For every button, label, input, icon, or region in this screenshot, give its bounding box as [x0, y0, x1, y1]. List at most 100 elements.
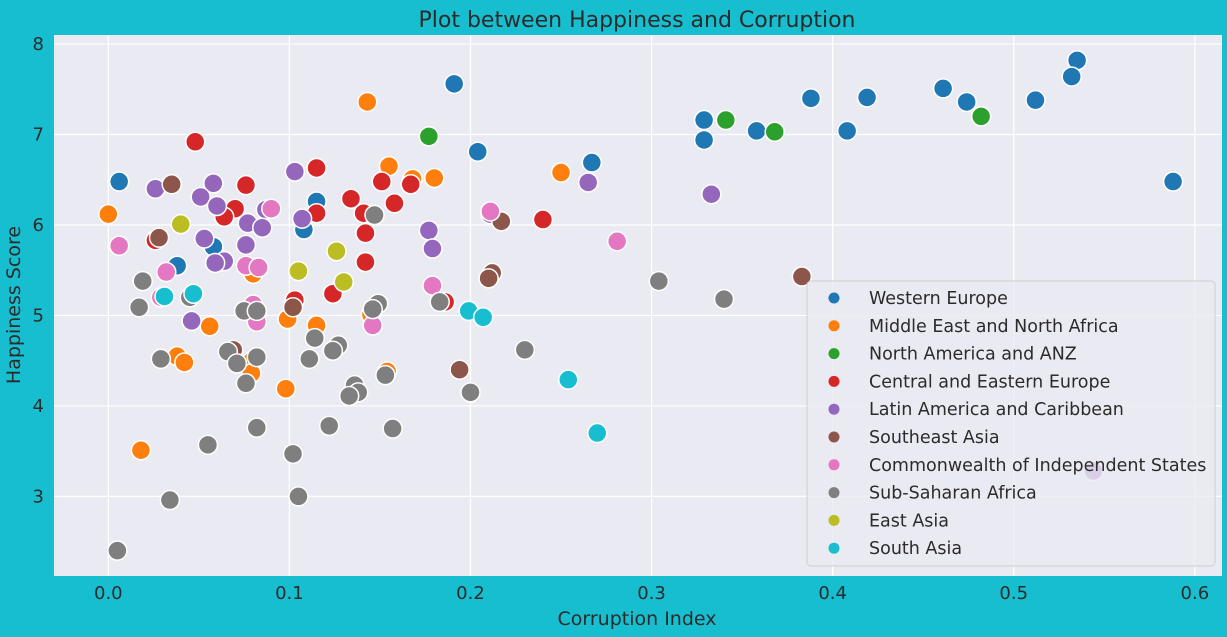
data-point: [206, 195, 228, 217]
y-axis-title: Happiness Score: [3, 226, 25, 384]
legend-label: Southeast Asia: [869, 428, 1000, 448]
data-point: [246, 300, 268, 322]
data-point: [357, 91, 378, 113]
data-point: [190, 186, 211, 208]
data-point: [375, 364, 396, 386]
data-point: [693, 109, 715, 131]
y-tick-label: 6: [33, 215, 44, 236]
data-point: [418, 126, 440, 147]
legend-marker: [828, 514, 840, 526]
data-point: [174, 352, 195, 373]
data-point: [429, 291, 450, 313]
legend: Western Europe Middle East and North Afri…: [806, 280, 1216, 567]
y-tick-label: 4: [33, 396, 44, 417]
data-point: [107, 540, 128, 561]
legend-label: Middle East and North Africa: [869, 317, 1119, 337]
x-tick-label: 0.0: [94, 583, 123, 604]
data-point: [746, 120, 767, 142]
y-tick-label: 8: [33, 34, 44, 55]
data-point: [282, 443, 304, 465]
data-point: [204, 252, 226, 274]
data-point: [443, 73, 465, 95]
data-point: [764, 121, 785, 143]
legend-marker: [828, 431, 840, 443]
data-point: [199, 316, 220, 337]
data-point: [291, 208, 313, 229]
data-point: [282, 297, 304, 318]
data-point: [478, 268, 499, 289]
data-point: [130, 439, 152, 461]
legend-marker: [828, 542, 840, 554]
legend-label: Central and Eastern Europe: [869, 372, 1110, 392]
legend-label: East Asia: [869, 511, 949, 531]
x-tick-label: 0.1: [275, 583, 304, 604]
data-point: [98, 203, 119, 225]
data-point: [480, 201, 501, 222]
x-tick-label: 0.5: [999, 583, 1028, 604]
legend-marker: [828, 292, 840, 304]
legend-label: Western Europe: [869, 289, 1008, 309]
data-point: [791, 266, 813, 287]
data-point: [235, 373, 257, 394]
x-tick-label: 0.3: [637, 583, 666, 604]
data-point: [514, 339, 536, 361]
legend-box: [806, 280, 1216, 567]
legend-marker: [828, 403, 840, 415]
data-point: [181, 310, 202, 332]
data-point: [288, 486, 309, 507]
data-point: [261, 198, 282, 219]
data-point: [333, 271, 354, 293]
legend-marker: [828, 348, 840, 360]
data-point: [693, 129, 715, 151]
data-point: [550, 162, 572, 183]
x-tick-label: 0.6: [1181, 583, 1210, 604]
data-point: [371, 171, 393, 192]
x-axis-title: Corruption Index: [557, 608, 716, 630]
data-point: [197, 434, 219, 456]
data-point: [836, 120, 858, 142]
data-point: [132, 270, 153, 292]
data-point: [715, 109, 737, 131]
data-point: [251, 217, 273, 238]
data-point: [161, 174, 182, 195]
data-point: [284, 161, 306, 182]
y-tick-label: 7: [33, 125, 44, 146]
data-point: [235, 174, 257, 196]
data-point: [382, 418, 403, 439]
x-tick-label: 0.4: [818, 583, 847, 604]
data-point: [340, 188, 362, 209]
data-point: [577, 172, 599, 193]
data-point: [226, 353, 248, 374]
data-point: [194, 228, 215, 249]
legend-label: Commonwealth of Independent States: [869, 456, 1206, 476]
y-tick-label: 3: [33, 486, 44, 507]
data-point: [304, 327, 326, 349]
data-point: [154, 286, 175, 307]
data-point: [932, 78, 954, 99]
data-point: [306, 157, 327, 179]
data-point: [150, 348, 172, 370]
data-point: [108, 235, 130, 257]
legend-marker: [828, 459, 840, 471]
data-point: [108, 171, 130, 192]
data-point: [532, 209, 554, 230]
y-tick-label: 5: [33, 305, 44, 326]
data-point: [183, 283, 204, 304]
data-point: [288, 260, 309, 282]
legend-label: Latin America and Caribbean: [869, 400, 1124, 420]
data-point: [970, 106, 992, 127]
data-point: [338, 385, 360, 407]
data-point: [235, 234, 257, 256]
data-points: [98, 50, 1184, 561]
data-point: [384, 193, 405, 214]
data-point: [460, 382, 481, 403]
data-point: [128, 297, 150, 318]
legend-label: Sub-Saharan Africa: [869, 484, 1037, 504]
data-point: [184, 131, 206, 153]
data-point: [326, 240, 347, 262]
data-point: [472, 307, 494, 328]
legend-label: South Asia: [869, 539, 962, 559]
data-point: [581, 152, 603, 173]
data-point: [355, 251, 376, 273]
data-point: [1061, 66, 1082, 87]
